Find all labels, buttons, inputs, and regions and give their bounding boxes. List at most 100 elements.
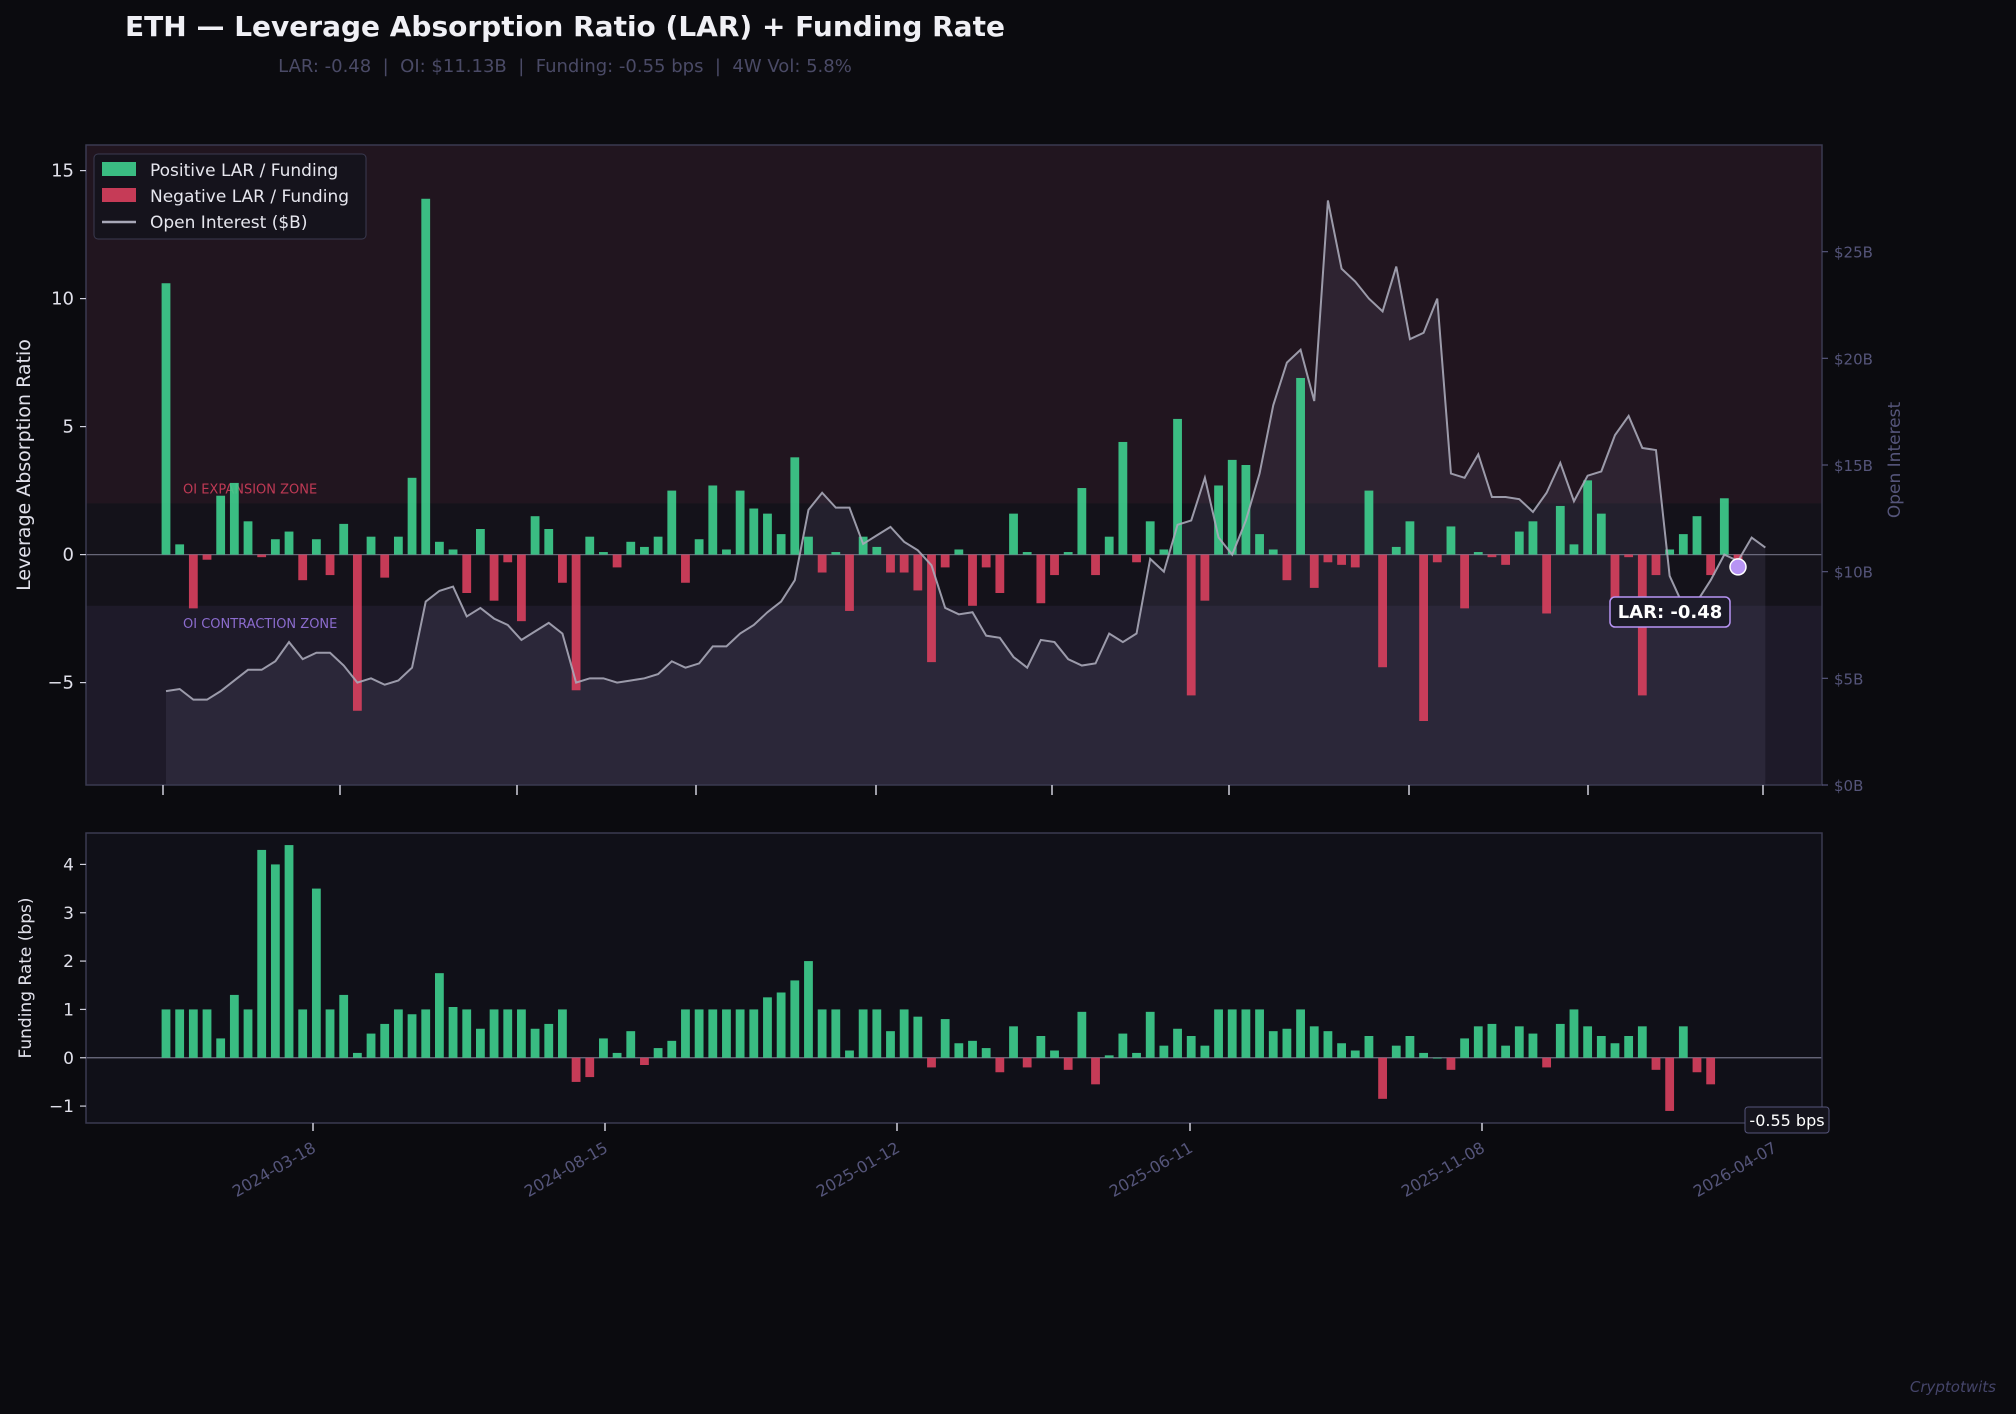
- funding-ytick-label: 3: [63, 904, 74, 924]
- funding-bar: [503, 1009, 513, 1058]
- lar-bar: [1186, 554, 1196, 696]
- lar-bar: [1214, 485, 1223, 555]
- funding-bar: [1569, 1009, 1579, 1058]
- funding-bar: [831, 1009, 841, 1058]
- oi-ytick-label: $0B: [1834, 777, 1863, 795]
- funding-bar: [188, 1009, 198, 1058]
- lar-bar: [749, 508, 759, 555]
- lar-bar: [517, 554, 526, 622]
- funding-bar: [722, 1009, 731, 1058]
- lar-bar: [1268, 549, 1278, 555]
- lar-bar: [858, 536, 868, 555]
- funding-bar: [694, 1009, 704, 1058]
- funding-bar: [1077, 1011, 1087, 1058]
- lar-bar: [1487, 554, 1497, 558]
- oi-ytick-label: $20B: [1834, 350, 1873, 368]
- funding-bar: [817, 1009, 827, 1058]
- funding-bar: [708, 1009, 718, 1058]
- lar-bar: [1104, 536, 1114, 555]
- funding-bar: [667, 1040, 677, 1058]
- legend-entry: Negative LAR / Funding: [150, 187, 349, 207]
- funding-bar: [763, 997, 772, 1058]
- oi-ytick-label: $15B: [1834, 457, 1873, 475]
- funding-bar: [1173, 1028, 1182, 1058]
- lar-bar: [1405, 521, 1415, 555]
- lar-bar: [544, 529, 554, 555]
- lar-bar: [1692, 516, 1702, 555]
- lar-ytick-label: 15: [51, 161, 74, 182]
- funding-bar: [1159, 1045, 1169, 1058]
- oi-ytick-label: $25B: [1834, 244, 1873, 262]
- funding-bar: [366, 1033, 376, 1058]
- funding-bar: [968, 1040, 977, 1058]
- lar-bar: [1159, 549, 1169, 555]
- lar-bar: [1022, 552, 1032, 555]
- lar-bar: [612, 554, 622, 568]
- lar-ytick-label: 0: [63, 545, 74, 566]
- watermark: Cryptotwits: [1909, 1378, 1996, 1396]
- oi-area: [166, 200, 1766, 785]
- lar-bar: [1036, 554, 1046, 604]
- lar-bar: [790, 457, 800, 555]
- lar-bar: [913, 554, 923, 591]
- lar-bar: [1706, 554, 1716, 576]
- lar-bar: [1419, 554, 1428, 721]
- lar-bar: [1296, 377, 1305, 555]
- lar-bar: [161, 283, 171, 555]
- lar-bar: [640, 546, 649, 555]
- lar-bar: [1596, 513, 1606, 555]
- funding-bar: [1186, 1036, 1196, 1058]
- lar-bar: [1391, 546, 1401, 555]
- funding-bar: [1309, 1026, 1319, 1058]
- lar-bar: [845, 554, 854, 611]
- lar-bar: [722, 549, 731, 555]
- funding-bar: [216, 1038, 226, 1058]
- funding-xtick-label: 2025-06-11: [1106, 1138, 1196, 1201]
- lar-annotation: LAR: -0.48: [1618, 602, 1723, 623]
- lar-bar: [1118, 441, 1128, 555]
- lar-bar: [585, 536, 595, 555]
- funding-bar: [448, 1007, 458, 1058]
- funding-bar: [1255, 1009, 1264, 1058]
- lar-bar: [284, 531, 294, 555]
- lar-bar: [899, 554, 909, 573]
- lar-bar: [1610, 554, 1620, 599]
- legend-positive-swatch: [102, 162, 136, 176]
- funding-bar: [1350, 1050, 1360, 1058]
- funding-bar: [749, 1009, 759, 1058]
- funding-bar: [927, 1057, 936, 1068]
- lar-bar: [298, 554, 308, 581]
- funding-bar: [1473, 1026, 1483, 1058]
- lar-bar: [1432, 554, 1442, 563]
- lar-bar: [380, 554, 390, 578]
- funding-bar: [1145, 1011, 1155, 1058]
- funding-bar: [913, 1016, 923, 1058]
- lar-bar: [831, 552, 841, 555]
- lar-bar: [503, 554, 513, 563]
- contraction-zone: [86, 605, 1822, 785]
- lar-bar: [776, 534, 786, 555]
- lar-bar: [1255, 534, 1264, 555]
- lar-current-marker: [1729, 558, 1747, 576]
- lar-bar: [599, 552, 608, 555]
- lar-bar: [763, 513, 772, 555]
- lar-bar: [735, 490, 745, 555]
- lar-bar: [954, 549, 964, 555]
- funding-bar: [1460, 1038, 1470, 1058]
- funding-bar: [1432, 1057, 1442, 1059]
- funding-bar: [476, 1028, 485, 1058]
- funding-panel-bg: [86, 833, 1822, 1123]
- funding-bar: [626, 1031, 636, 1058]
- lar-bar: [653, 536, 663, 555]
- funding-bar: [872, 1009, 882, 1058]
- lar-bar: [1528, 521, 1538, 555]
- lar-bar: [421, 198, 431, 555]
- lar-bar: [968, 554, 977, 606]
- lar-bar: [229, 482, 239, 555]
- lar-bar: [216, 495, 226, 555]
- funding-bar: [1419, 1052, 1428, 1058]
- funding-bar: [1706, 1057, 1716, 1085]
- funding-bar: [530, 1028, 540, 1058]
- lar-bar: [1132, 554, 1141, 563]
- lar-bar: [667, 490, 677, 555]
